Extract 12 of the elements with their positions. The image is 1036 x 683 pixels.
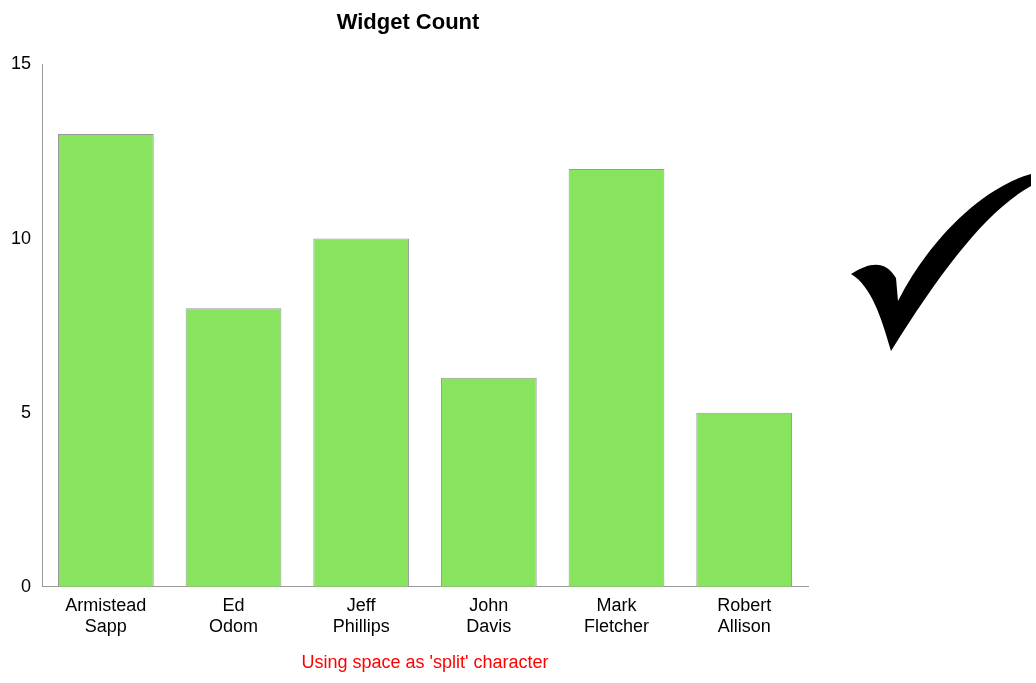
y-tick-label: 5 bbox=[21, 401, 32, 422]
x-tick-label: Robert Allison bbox=[717, 594, 772, 637]
x-tick-label: John Davis bbox=[466, 594, 512, 637]
x-tick-label: Jeff Phillips bbox=[332, 594, 390, 637]
x-tick-label: Mark Fletcher bbox=[583, 594, 650, 637]
x-tick-label: Armistead Sapp bbox=[65, 594, 147, 637]
y-tick-label: 0 bbox=[21, 575, 32, 596]
y-tick-label: 10 bbox=[10, 227, 32, 248]
x-tick-label: Ed Odom bbox=[209, 594, 259, 637]
chart-title: Widget Count bbox=[336, 9, 481, 35]
text: Using space as 'split' character bbox=[301, 651, 549, 672]
y-tick-label: 15 bbox=[10, 53, 32, 74]
